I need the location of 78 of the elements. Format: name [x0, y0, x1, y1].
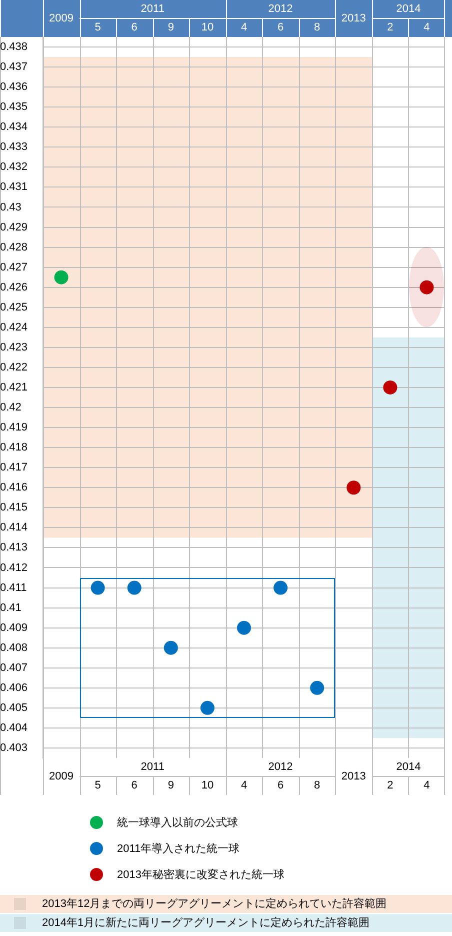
y-tick-label: 0.432 [0, 161, 28, 174]
y-tick-label: 0.412 [0, 562, 28, 574]
category-label: 10 [201, 780, 214, 792]
y-tick-label: 0.404 [0, 722, 28, 734]
y-tick-label: 0.428 [0, 241, 28, 254]
x-tick-label: 4 [424, 22, 430, 34]
y-tick-label: 0.405 [0, 702, 28, 714]
y-tick-label: 0.411 [0, 582, 27, 594]
y-tick-label: 0.431 [0, 181, 28, 194]
y-tick-label: 0.435 [0, 101, 28, 114]
legend-label: 2014年1月に新たに両リーグアグリーメントに定められた許容範囲 [42, 916, 370, 931]
x-tick-label: 9 [168, 22, 174, 34]
text: 2014 [396, 3, 421, 16]
point [383, 380, 398, 394]
y-tick-label: 0.403 [0, 742, 28, 754]
y-tick-label: 0.406 [0, 682, 28, 694]
text: 2011 [140, 3, 164, 16]
point [237, 620, 251, 635]
point [200, 700, 214, 715]
point [127, 580, 142, 595]
y-tick-label: 0.418 [0, 442, 28, 454]
y-tick-label: 0.426 [0, 281, 28, 294]
legend-label: 2011年導入された統一球 [117, 842, 240, 856]
y-tick-label: 0.427 [0, 261, 28, 274]
x-tick-label: 6 [131, 22, 138, 34]
text: 2014 [396, 761, 421, 774]
text: 2012 [268, 761, 293, 774]
x-tick-label: 8 [314, 22, 320, 34]
y-tick-label: 0.41 [0, 602, 22, 614]
y-tick-label: 0.414 [0, 522, 28, 534]
y-tick-label: 0.421 [0, 382, 28, 394]
point [90, 580, 105, 595]
category-label: 2009 [49, 770, 74, 783]
x-tick-label: 5 [94, 22, 101, 34]
y-tick-label: 0.407 [0, 662, 28, 674]
y-tick-label: 0.415 [0, 502, 28, 514]
legend-label: 2013年秘密裏に改変された統一球 [117, 868, 284, 882]
y-tick-label: 0.424 [0, 321, 28, 334]
y-tick-label: 0.413 [0, 542, 28, 554]
y-tick-label: 0.417 [0, 462, 28, 474]
text: 2011 [140, 761, 164, 774]
y-tick-label: 0.436 [0, 81, 28, 94]
y-tick-label: 0.433 [0, 141, 28, 154]
y-tick-label: 0.416 [0, 482, 28, 494]
y-tick-label: 0.422 [0, 361, 28, 374]
x-tick-label: 6 [277, 22, 284, 34]
category-label: 4 [424, 780, 430, 792]
category-label: 8 [314, 780, 320, 792]
y-tick-label: 0.434 [0, 121, 28, 134]
y-tick-label: 0.423 [0, 341, 28, 354]
category-label: 4 [240, 780, 248, 792]
y-tick-label: 0.419 [0, 422, 28, 434]
legend-label: 2013年12月までの両リーグアグリーメントに定められていた許容範囲 [42, 896, 387, 912]
point [164, 640, 178, 655]
category-label: 9 [168, 780, 174, 792]
point [420, 280, 434, 294]
category-label: 2 [387, 780, 394, 792]
x-tick-label: 4 [240, 22, 248, 34]
category-label: 5 [94, 780, 101, 792]
y-tick-label: 0.437 [0, 61, 28, 74]
x-tick-label: 10 [201, 22, 214, 34]
x-tick-label: 2 [387, 22, 394, 34]
category-label: 6 [131, 780, 138, 792]
category-label: 6 [277, 780, 284, 792]
y-tick-label: 0.42 [0, 402, 22, 414]
y-tick-label: 0.408 [0, 642, 28, 654]
y-tick-label: 0.438 [0, 41, 28, 54]
point [346, 480, 361, 495]
y-tick-label: 0.429 [0, 221, 28, 234]
legend-label: 統一球導入以前の公式球 [117, 816, 238, 830]
y-tick-label: 0.425 [0, 301, 28, 314]
category-label: 2013 [341, 770, 366, 783]
y-tick-label: 0.409 [0, 622, 28, 634]
point [310, 680, 324, 695]
point [54, 270, 68, 284]
text: 2012 [268, 3, 293, 16]
y-tick-label: 0.43 [0, 201, 22, 214]
point [274, 580, 288, 595]
